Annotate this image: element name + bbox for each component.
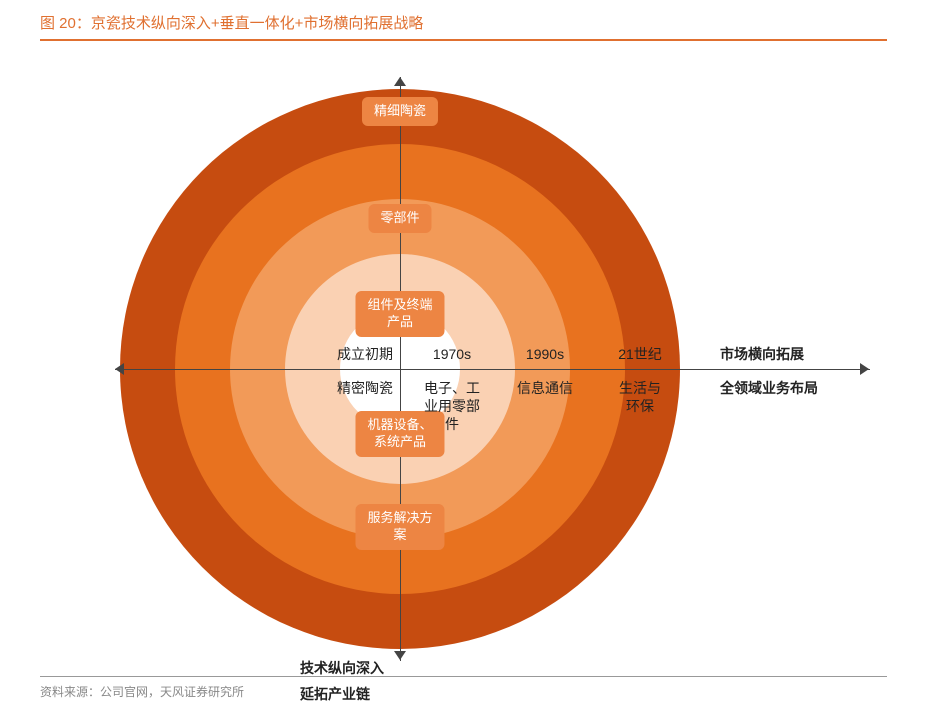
period-top-0: 成立初期: [337, 345, 393, 363]
axis-label-bottom-top: 技术纵向深入: [300, 659, 384, 677]
figure-header: 图 20：京瓷技术纵向深入+垂直一体化+市场横向拓展战略: [0, 0, 927, 49]
arrow-right: [860, 363, 869, 375]
figure-title: 图 20：京瓷技术纵向深入+垂直一体化+市场横向拓展战略: [40, 12, 887, 33]
figure-footer: 资料来源：公司官网，天风证券研究所: [40, 676, 887, 700]
period-top-3: 21世纪: [618, 345, 662, 363]
axis-label-right-top: 市场横向拓展: [720, 345, 804, 363]
vertical-label-2: 组件及终端产品: [355, 291, 444, 337]
period-top-2: 1990s: [526, 345, 564, 363]
footer-divider: [40, 676, 887, 677]
vertical-label-1: 零部件: [368, 204, 431, 233]
vertical-label-0: 精细陶瓷: [362, 97, 438, 126]
source-text: 资料来源：公司官网，天风证券研究所: [40, 683, 887, 700]
concentric-diagram: 精细陶瓷零部件组件及终端产品机器设备、系统产品服务解决方案成立初期精密陶瓷197…: [0, 59, 927, 659]
period-bottom-2: 信息通信: [517, 379, 573, 397]
period-bottom-1: 电子、工业用零部件: [424, 379, 480, 434]
horizontal-axis: [115, 369, 870, 370]
period-bottom-3: 生活与环保: [619, 379, 661, 415]
arrow-up: [394, 77, 406, 86]
axis-label-right-bottom: 全领域业务布局: [720, 379, 818, 397]
vertical-label-4: 服务解决方案: [355, 504, 444, 550]
header-divider: [40, 39, 887, 41]
arrow-left: [115, 363, 124, 375]
period-bottom-0: 精密陶瓷: [337, 379, 393, 397]
period-top-1: 1970s: [433, 345, 471, 363]
arrow-down: [394, 651, 406, 660]
